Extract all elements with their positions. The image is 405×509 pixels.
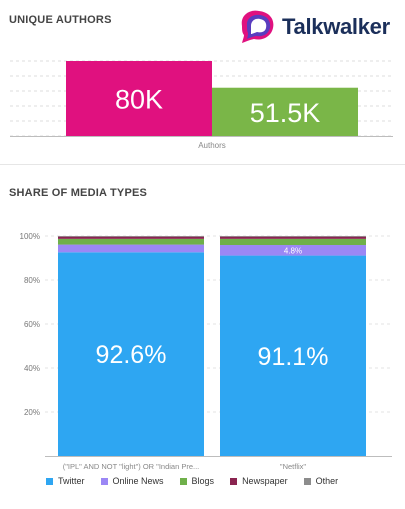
legend-swatch: [303, 477, 311, 485]
chart-legend: Twitter Online News Blogs Newspaper Other: [46, 476, 338, 486]
legend-item[interactable]: Blogs: [179, 476, 215, 486]
media-bar-segment: [58, 252, 204, 456]
legend-item[interactable]: Other: [303, 476, 339, 486]
media-bar-segment: [58, 244, 204, 253]
media-bar-segment: [58, 236, 204, 239]
media-bar-segment: [220, 238, 366, 246]
legend-item[interactable]: Newspaper: [230, 476, 288, 486]
y-tick-label: 60%: [24, 320, 40, 329]
y-tick-label: 20%: [24, 408, 40, 417]
legend-swatch: [179, 477, 187, 485]
legend-label: Other: [315, 476, 339, 486]
legend-swatch: [46, 477, 53, 485]
media-bar-segment: [220, 245, 366, 256]
x-tick-label: Authors: [198, 141, 226, 150]
media-bar-segment: [220, 236, 366, 237]
authors-bar: [212, 87, 358, 136]
y-tick-label: 40%: [24, 364, 40, 373]
talkwalker-logo: Talkwalker: [236, 6, 402, 46]
legend-item[interactable]: Online News: [100, 476, 164, 486]
authors-bar: [66, 61, 212, 136]
legend-label: Twitter: [58, 476, 85, 486]
legend-label: Blogs: [191, 476, 215, 486]
authors-bar-label: 80K: [115, 85, 163, 115]
unique-authors-title: UNIQUE AUTHORS: [9, 14, 112, 26]
panel-divider: [0, 164, 405, 165]
legend-swatch: [230, 477, 238, 485]
media-segment-label: 91.1%: [258, 343, 329, 371]
legend-label: Newspaper: [242, 476, 288, 486]
legend-swatch: [100, 477, 108, 485]
brand-name: Talkwalker: [282, 14, 390, 39]
legend-item[interactable]: Twitter: [46, 476, 85, 486]
media-types-chart: 20% 40% 60% 80% 100% 92.6% ("IPL" AND NOT "lig…: [20, 232, 392, 471]
y-tick-label: 100%: [20, 232, 40, 241]
talkwalker-logo-icon: [241, 10, 274, 44]
x-tick-label: "Netflix": [280, 462, 306, 471]
legend-label: Online News: [112, 476, 164, 486]
media-bar-segment: [220, 236, 366, 239]
media-bar-segment: [58, 238, 204, 245]
media-bar-segment: [58, 236, 204, 237]
media-segment-label: 4.8%: [284, 246, 302, 255]
media-segment-label: 92.6%: [96, 341, 167, 369]
authors-bar-label: 51.5K: [250, 98, 321, 128]
x-tick-label: ("IPL" AND NOT "light") OR "Indian Pre..…: [63, 462, 200, 471]
media-types-title: SHARE OF MEDIA TYPES: [9, 187, 148, 199]
y-tick-label: 80%: [24, 276, 40, 285]
unique-authors-chart: 80K 51.5K Authors: [10, 60, 393, 150]
media-bar-segment: [220, 255, 366, 456]
